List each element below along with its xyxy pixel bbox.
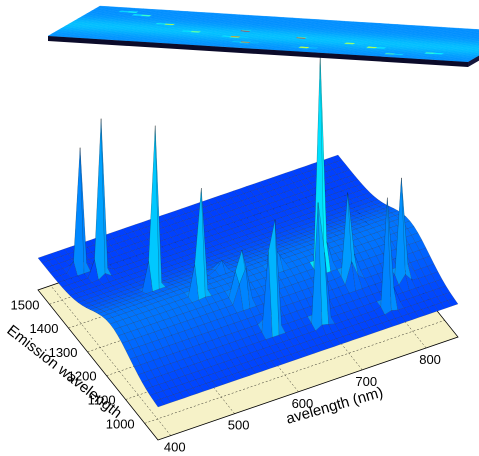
- floor-grid-line: [144, 320, 445, 424]
- x-tick-label: 600: [292, 396, 314, 411]
- y-tick-label: 1500: [11, 297, 40, 312]
- floor-grid-line: [50, 285, 171, 436]
- surface-patch: [447, 298, 459, 307]
- y-tick-label: 1200: [68, 369, 97, 384]
- x-axis-ticks: 400 500 600 700 800: [164, 352, 441, 455]
- projection-plane: [47, 5, 479, 67]
- x-tick-label: 700: [355, 374, 377, 389]
- x-tick-label: 800: [419, 352, 441, 367]
- y-tick-label: 1100: [88, 393, 116, 408]
- y-axis-ticks: 1000 1100 1200 1300 1400 1500: [11, 297, 135, 431]
- x-tick-label: 400: [164, 440, 186, 455]
- y-tick-label: 1000: [106, 416, 135, 431]
- projection-edge-front: [48, 36, 468, 67]
- projection-edge-side: [468, 55, 479, 67]
- y-tick-label: 1400: [30, 321, 59, 336]
- surface-mesh: [37, 55, 459, 408]
- y-tick-label: 1300: [49, 345, 78, 360]
- x-tick-label: 500: [228, 418, 250, 433]
